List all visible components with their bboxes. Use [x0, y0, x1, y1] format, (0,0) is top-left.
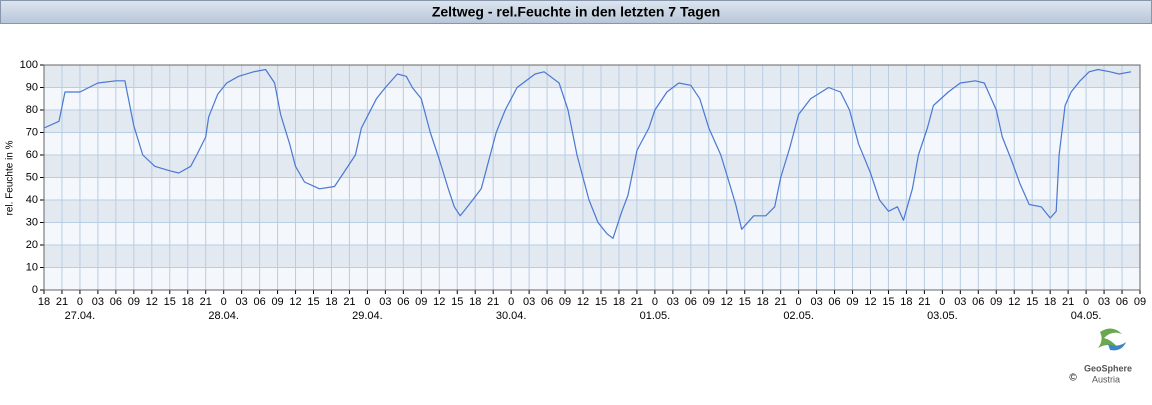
date-label: 01.05. [640, 310, 671, 322]
x-tick-label: 0 [796, 296, 802, 308]
x-tick-label: 12 [289, 296, 301, 308]
x-tick-label: 21 [343, 296, 355, 308]
plot-area [43, 64, 1141, 291]
y-tick-label: 100 [20, 59, 38, 71]
grid-band [44, 155, 1140, 178]
y-tick-label: 40 [26, 194, 38, 206]
y-tick-label: 20 [26, 239, 38, 251]
x-tick-label: 0 [221, 296, 227, 308]
y-tick-label: 60 [26, 149, 38, 161]
x-tick-label: 12 [721, 296, 733, 308]
date-label: 03.05. [927, 310, 958, 322]
logo-sub: Austria [1092, 374, 1120, 384]
date-label: 27.04. [65, 310, 96, 322]
x-tick-label: 03 [236, 296, 248, 308]
x-tick-label: 18 [325, 296, 337, 308]
x-tick-label: 06 [685, 296, 697, 308]
y-tick-label: 90 [26, 81, 38, 93]
x-tick-label: 18 [757, 296, 769, 308]
x-tick-label: 09 [846, 296, 858, 308]
x-tick-label: 06 [972, 296, 984, 308]
chart-title: Zeltweg - rel.Feuchte in den letzten 7 T… [432, 4, 720, 20]
x-tick-label: 0 [508, 296, 514, 308]
x-tick-label: 21 [200, 296, 212, 308]
grid-band [44, 245, 1140, 268]
x-tick-label: 15 [307, 296, 319, 308]
date-label: 04.05. [1071, 310, 1102, 322]
y-tick-label: 70 [26, 126, 38, 138]
x-tick-label: 12 [1008, 296, 1020, 308]
y-tick-label: 30 [26, 216, 38, 228]
logo-copyright: © [1069, 373, 1077, 384]
x-tick-label: 03 [667, 296, 679, 308]
x-tick-label: 0 [1083, 296, 1089, 308]
x-tick-label: 06 [397, 296, 409, 308]
x-tick-label: 15 [595, 296, 607, 308]
logo: GeoSphere Austria © [1069, 328, 1132, 384]
x-tick-label: 15 [164, 296, 176, 308]
x-tick-label: 12 [864, 296, 876, 308]
x-tick-label: 09 [271, 296, 283, 308]
plot-border [43, 64, 1141, 291]
x-tick-label: 09 [703, 296, 715, 308]
x-tick-label: 06 [541, 296, 553, 308]
x-tick-label: 18 [38, 296, 50, 308]
x-tick-label: 21 [487, 296, 499, 308]
x-tick-label: 06 [110, 296, 122, 308]
grid-band [44, 65, 1140, 88]
x-tick-label: 03 [810, 296, 822, 308]
date-label: 28.04. [208, 310, 239, 322]
x-tick-label: 06 [828, 296, 840, 308]
x-tick-label: 21 [918, 296, 930, 308]
x-tick-label: 21 [1062, 296, 1074, 308]
x-tick-label: 21 [775, 296, 787, 308]
x-tick-label: 0 [364, 296, 370, 308]
x-tick-label: 0 [939, 296, 945, 308]
x-tick-label: 12 [146, 296, 158, 308]
x-tick-label: 03 [92, 296, 104, 308]
y-axis-label: rel. Feuchte in % [5, 140, 16, 215]
grid-band [44, 200, 1140, 223]
x-tick-label: 03 [954, 296, 966, 308]
x-tick-label: 18 [1044, 296, 1056, 308]
x-tick-label: 21 [631, 296, 643, 308]
x-tick-label: 09 [415, 296, 427, 308]
logo-name: GeoSphere [1084, 363, 1132, 373]
x-tick-label: 06 [1116, 296, 1128, 308]
x-tick-label: 09 [559, 296, 571, 308]
x-tick-label: 21 [56, 296, 68, 308]
y-tick-label: 80 [26, 104, 38, 116]
date-label: 02.05. [783, 310, 814, 322]
grid-band [44, 110, 1140, 133]
x-tick-label: 18 [182, 296, 194, 308]
logo-icon [1108, 342, 1126, 351]
x-tick-label: 09 [1134, 296, 1146, 308]
y-tick-label: 10 [26, 261, 38, 273]
x-tick-label: 18 [900, 296, 912, 308]
y-tick-label: 50 [26, 171, 38, 183]
x-tick-label: 15 [451, 296, 463, 308]
x-tick-label: 12 [433, 296, 445, 308]
x-tick-label: 15 [882, 296, 894, 308]
y-tick-label: 0 [32, 284, 38, 296]
x-tick-label: 18 [613, 296, 625, 308]
x-tick-label: 15 [739, 296, 751, 308]
humidity-line [43, 68, 1132, 239]
x-tick-label: 09 [990, 296, 1002, 308]
x-tick-label: 15 [1026, 296, 1038, 308]
x-tick-label: 18 [469, 296, 481, 308]
x-tick-label: 03 [1098, 296, 1110, 308]
x-tick-label: 0 [652, 296, 658, 308]
date-label: 30.04. [496, 310, 527, 322]
date-label: 29.04. [352, 310, 383, 322]
x-tick-label: 03 [523, 296, 535, 308]
x-tick-label: 12 [577, 296, 589, 308]
x-tick-label: 09 [128, 296, 140, 308]
x-tick-label: 06 [253, 296, 265, 308]
x-tick-label: 0 [77, 296, 83, 308]
logo-icon [1098, 328, 1122, 348]
x-tick-label: 03 [379, 296, 391, 308]
